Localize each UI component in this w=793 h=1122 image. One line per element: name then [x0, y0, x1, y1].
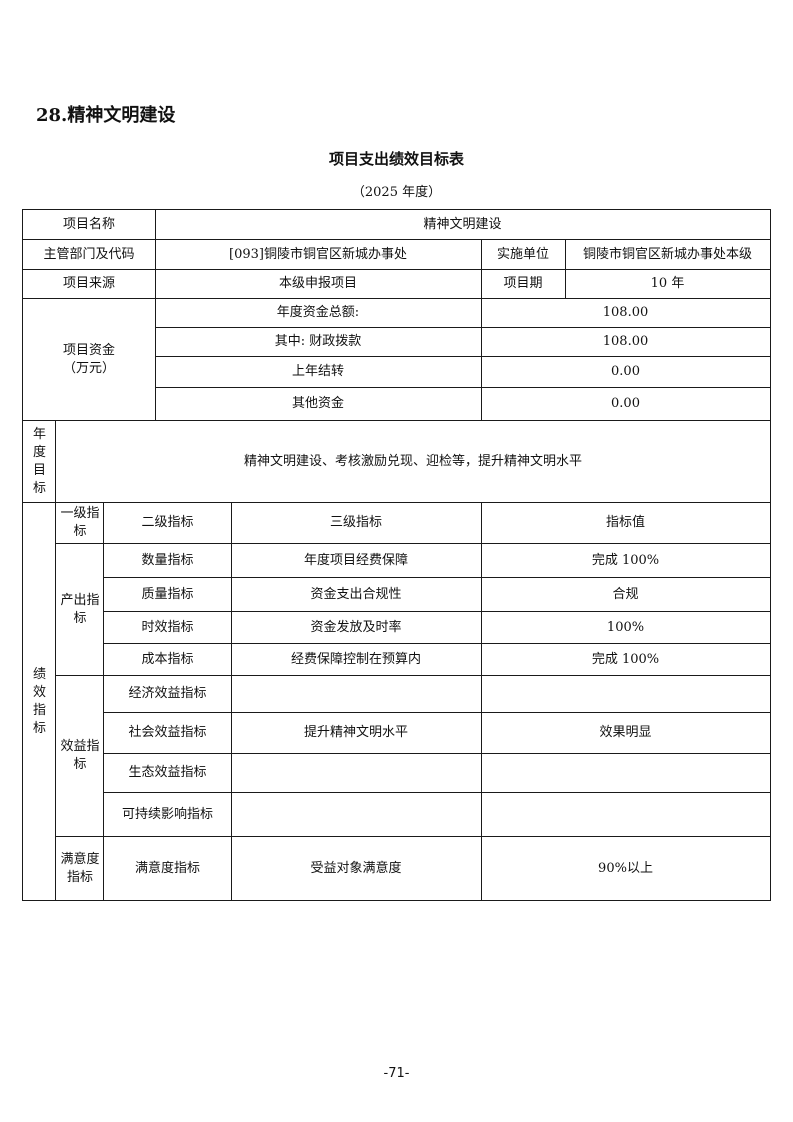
table-row: 项目来源 本级申报项目 项目期 10 年 — [22, 269, 771, 299]
table-row: 绩效指标 一级指标 二级指标 三级指标 指标值 — [22, 502, 771, 901]
indicator-l2: 数量指标 — [103, 543, 232, 578]
table-row: 可持续影响指标 — [23, 792, 771, 837]
impl-unit-value: 铜陵市铜官区新城办事处本级 — [564, 239, 771, 270]
table-row: 项目名称 精神文明建设 — [22, 209, 771, 240]
indicators-group-label: 绩效指标 — [22, 502, 57, 901]
table-row: 年度目标 精神文明建设、考核激励兑现、迎检等，提升精神文明水平 — [22, 420, 771, 503]
indicator-l2: 成本指标 — [103, 643, 232, 676]
table-subtitle: （2025 年度） — [351, 185, 442, 200]
indicator-value: 100% — [480, 611, 771, 644]
indicators-header-level3: 三级指标 — [230, 502, 482, 544]
period-value: 10 年 — [564, 269, 771, 299]
project-name-value: 精神文明建设 — [154, 209, 771, 240]
table-row: 质量指标 资金支出合规性 合规 — [23, 577, 771, 612]
dept-label: 主管部门及代码 — [22, 239, 156, 270]
page-number: -71- — [383, 1066, 410, 1081]
table-row: 项目资金 （万元） 年度资金总额: 108.00 — [22, 298, 771, 421]
fund-value-total: 108.00 — [480, 298, 771, 328]
indicators-header-level2: 二级指标 — [103, 502, 232, 544]
indicator-l3: 年度项目经费保障 — [230, 543, 482, 578]
source-value: 本级申报项目 — [154, 269, 482, 299]
table-row: 效益指标 经济效益指标 — [23, 675, 771, 837]
funds-group-label: 项目资金 （万元） — [22, 298, 156, 421]
period-label: 项目期 — [480, 269, 566, 299]
indicator-l3: 资金发放及时率 — [230, 611, 482, 644]
table-row: 产出指标 数量指标 年度项目经费保障 完成 100% — [23, 543, 771, 676]
annual-goal-label: 年度目标 — [22, 420, 57, 503]
funds-group-label-line1: 项目资金 — [62, 342, 115, 358]
table-row: 生态效益指标 — [23, 753, 771, 793]
fund-value-fiscal: 108.00 — [480, 327, 771, 357]
table-title: 项目支出绩效目标表 — [328, 150, 464, 168]
table-row: 其中: 财政拨款 108.00 — [23, 327, 771, 357]
indicator-l2: 社会效益指标 — [103, 712, 232, 754]
indicator-l2: 生态效益指标 — [103, 753, 232, 793]
indicator-l3 — [230, 792, 482, 837]
performance-target-table: 项目名称 精神文明建设 主管部门及代码 [093]铜陵市铜官区新城办事处 实施单… — [22, 209, 771, 901]
indicator-value — [480, 675, 771, 713]
table-row: 社会效益指标 提升精神文明水平 效果明显 — [23, 712, 771, 754]
fund-label-total: 年度资金总额: — [154, 298, 482, 328]
indicator-l3: 受益对象满意度 — [230, 836, 482, 901]
indicator-value — [480, 792, 771, 837]
table-row: 成本指标 经费保障控制在预算内 完成 100% — [23, 643, 771, 676]
indicator-group-output: 产出指标 — [55, 543, 105, 676]
impl-unit-label: 实施单位 — [480, 239, 566, 270]
source-label: 项目来源 — [22, 269, 156, 299]
indicator-l2: 满意度指标 — [103, 836, 232, 901]
fund-label-carryover: 上年结转 — [154, 356, 482, 388]
project-name-label: 项目名称 — [22, 209, 156, 240]
indicator-group-satisfaction: 满意度指标 — [55, 836, 105, 901]
annual-goal-text: 精神文明建设、考核激励兑现、迎检等，提升精神文明水平 — [55, 420, 771, 503]
table-row: 主管部门及代码 [093]铜陵市铜官区新城办事处 实施单位 铜陵市铜官区新城办事… — [22, 239, 771, 270]
indicator-value: 完成 100% — [480, 643, 771, 676]
funds-group-label-line2: （万元） — [62, 360, 115, 376]
indicator-l2: 时效指标 — [103, 611, 232, 644]
fund-value-carryover: 0.00 — [480, 356, 771, 388]
section-heading: 28.精神文明建设 — [36, 105, 176, 126]
indicator-value: 完成 100% — [480, 543, 771, 578]
table-row: 时效指标 资金发放及时率 100% — [23, 611, 771, 644]
indicator-l3 — [230, 675, 482, 713]
indicator-value: 效果明显 — [480, 712, 771, 754]
indicator-l3 — [230, 753, 482, 793]
table-row: 其他资金 0.00 — [23, 387, 771, 421]
indicator-group-benefit: 效益指标 — [55, 675, 105, 837]
table-row: 上年结转 0.00 — [23, 356, 771, 388]
table-row: 满意度指标 满意度指标 受益对象满意度 90%以上 — [23, 836, 771, 901]
fund-label-fiscal: 其中: 财政拨款 — [154, 327, 482, 357]
indicator-value: 合规 — [480, 577, 771, 612]
indicator-l3: 提升精神文明水平 — [230, 712, 482, 754]
fund-value-other: 0.00 — [480, 387, 771, 421]
indicators-header-level1: 一级指标 — [55, 502, 105, 544]
indicator-value: 90%以上 — [480, 836, 771, 901]
dept-value: [093]铜陵市铜官区新城办事处 — [154, 239, 482, 270]
indicator-l2: 经济效益指标 — [103, 675, 232, 713]
indicator-value — [480, 753, 771, 793]
indicator-l2: 可持续影响指标 — [103, 792, 232, 837]
indicator-l2: 质量指标 — [103, 577, 232, 612]
indicators-header-value: 指标值 — [480, 502, 771, 544]
indicator-l3: 资金支出合规性 — [230, 577, 482, 612]
fund-label-other: 其他资金 — [154, 387, 482, 421]
indicator-l3: 经费保障控制在预算内 — [230, 643, 482, 676]
